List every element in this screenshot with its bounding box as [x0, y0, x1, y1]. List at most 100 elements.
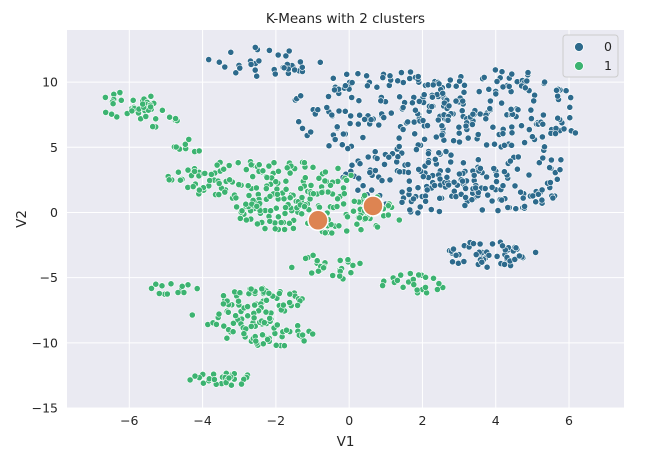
- scatter-point-0: [274, 51, 282, 59]
- scatter-point-0: [205, 56, 213, 63]
- scatter-point-0: [554, 114, 562, 122]
- scatter-point-0: [280, 64, 288, 72]
- scatter-point-1: [329, 272, 337, 279]
- scatter-point-0: [481, 185, 489, 192]
- scatter-point-1: [215, 180, 223, 187]
- scatter-point-0: [415, 165, 423, 173]
- scatter-point-0: [539, 133, 546, 141]
- scatter-point-0: [483, 141, 490, 149]
- scatter-point-0: [271, 70, 279, 78]
- scatter-point-0: [438, 122, 446, 130]
- scatter-point-0: [377, 97, 385, 105]
- scatter-point-1: [263, 174, 271, 181]
- scatter-point-1: [285, 219, 293, 227]
- scatter-point-0: [511, 255, 519, 263]
- scatter-point-0: [478, 206, 486, 214]
- scatter-point-0: [314, 106, 322, 114]
- scatter-point-1: [165, 176, 173, 184]
- scatter-point-1: [184, 281, 192, 289]
- scatter-point-1: [321, 168, 329, 176]
- scatter-point-1: [350, 207, 357, 215]
- scatter-point-1: [320, 264, 327, 272]
- scatter-point-0: [436, 175, 444, 183]
- scatter-point-0: [498, 196, 506, 204]
- scatter-point-0: [486, 105, 494, 112]
- scatter-point-0: [572, 129, 579, 137]
- scatter-point-1: [283, 164, 291, 172]
- scatter-point-0: [316, 58, 324, 66]
- scatter-point-0: [492, 90, 500, 98]
- scatter-point-0: [429, 81, 437, 89]
- scatter-point-0: [529, 192, 537, 200]
- scatter-point-1: [297, 185, 305, 192]
- scatter-point-1: [234, 159, 242, 167]
- scatter-point-0: [361, 116, 368, 123]
- scatter-point-1: [336, 256, 344, 264]
- x-tick-label: −2: [267, 413, 285, 428]
- y-tick-label: −15: [32, 401, 58, 416]
- scatter-point-1: [353, 220, 361, 228]
- scatter-point-0: [328, 111, 336, 119]
- scatter-point-1: [298, 194, 306, 201]
- scatter-point-0: [476, 240, 484, 248]
- scatter-point-0: [511, 182, 519, 190]
- scatter-point-0: [554, 92, 561, 100]
- scatter-point-0: [375, 121, 383, 129]
- scatter-point-0: [455, 129, 463, 137]
- scatter-point-0: [363, 82, 371, 90]
- scatter-point-0: [567, 94, 575, 101]
- scatter-point-0: [348, 79, 356, 86]
- scatter-point-0: [295, 118, 303, 126]
- scatter-point-1: [393, 276, 401, 284]
- scatter-point-1: [220, 292, 227, 300]
- scatter-point-0: [566, 103, 574, 111]
- scatter-point-0: [539, 120, 547, 128]
- scatter-point-1: [321, 177, 329, 185]
- scatter-point-1: [262, 308, 270, 316]
- y-tick-label: 5: [50, 140, 58, 155]
- scatter-point-0: [431, 182, 438, 189]
- scatter-point-1: [273, 190, 281, 198]
- scatter-point-1: [282, 204, 289, 211]
- scatter-point-0: [367, 116, 375, 124]
- scatter-point-1: [253, 202, 261, 210]
- scatter-point-0: [499, 130, 507, 137]
- scatter-point-1: [242, 200, 250, 208]
- centroid-marker: [307, 209, 329, 232]
- scatter-point-0: [420, 91, 428, 99]
- x-tick-label: −6: [120, 413, 138, 428]
- scatter-point-1: [336, 272, 344, 280]
- scatter-point-0: [464, 134, 472, 142]
- scatter-point-1: [271, 330, 279, 337]
- scatter-point-1: [188, 311, 196, 319]
- scatter-point-1: [255, 161, 263, 169]
- scatter-point-0: [452, 82, 460, 90]
- scatter-point-1: [221, 188, 229, 196]
- scatter-point-0: [435, 149, 443, 157]
- scatter-point-1: [220, 322, 228, 330]
- scatter-point-0: [499, 182, 507, 190]
- scatter-point-0: [405, 177, 413, 185]
- scatter-point-0: [411, 106, 419, 114]
- scatter-point-0: [519, 194, 527, 202]
- scatter-point-0: [366, 169, 374, 176]
- scatter-point-1: [184, 166, 192, 174]
- scatter-point-0: [446, 76, 454, 84]
- scatter-point-0: [386, 176, 394, 184]
- scatter-point-0: [331, 86, 338, 94]
- scatter-point-0: [251, 44, 259, 51]
- scatter-point-1: [435, 280, 443, 287]
- scatter-point-0: [428, 103, 436, 110]
- scatter-point-0: [215, 58, 223, 66]
- scatter-point-1: [314, 267, 322, 275]
- scatter-point-0: [538, 196, 546, 204]
- scatter-point-1: [193, 285, 201, 292]
- scatter-point-1: [147, 92, 155, 100]
- scatter-point-1: [340, 190, 348, 198]
- scatter-point-0: [236, 64, 244, 72]
- scatter-point-1: [294, 301, 301, 309]
- scatter-point-0: [500, 141, 508, 149]
- y-tick-label: 0: [50, 205, 58, 220]
- scatter-point-0: [541, 143, 548, 151]
- scatter-point-0: [325, 93, 332, 100]
